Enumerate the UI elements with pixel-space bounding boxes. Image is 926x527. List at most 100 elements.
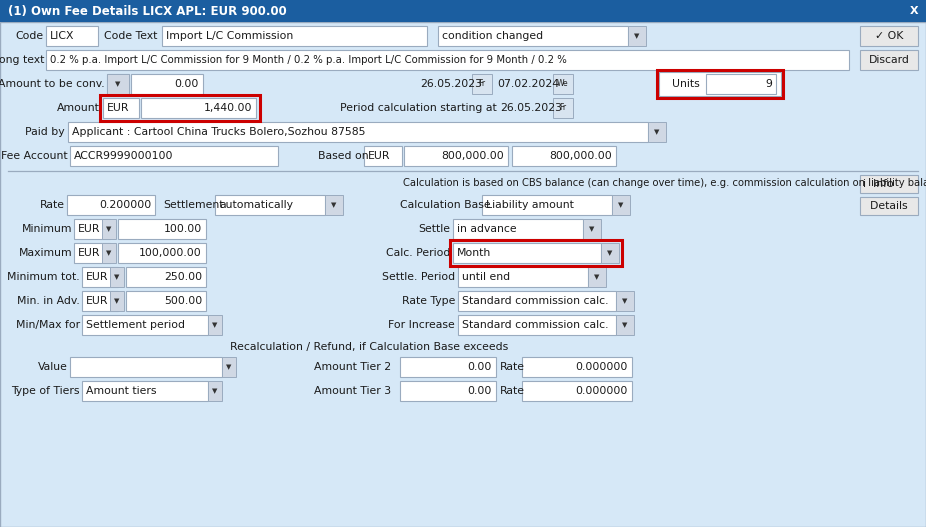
Bar [458,267,588,287]
Bar [126,291,206,311]
Bar [67,195,155,215]
Text: 26.05.2023: 26.05.2023 [420,79,482,89]
Bar [628,26,646,46]
Text: 100,000.00: 100,000.00 [139,248,202,258]
Text: EUR: EUR [78,224,101,234]
Text: Recalculation / Refund, if Calculation Base exceeds: Recalculation / Refund, if Calculation B… [230,342,508,352]
Bar [472,74,492,94]
Text: 800,000.00: 800,000.00 [442,151,504,161]
Bar [162,26,427,46]
Text: ✓ OK: ✓ OK [875,31,903,41]
Bar [657,70,783,98]
Text: ▼: ▼ [332,202,337,208]
Bar [102,243,116,263]
Bar [141,98,256,118]
Bar [553,74,573,94]
Text: i  Info: i Info [863,179,894,189]
Text: 1,440.00: 1,440.00 [204,103,252,113]
Bar [118,219,206,239]
Text: Standard commission calc.: Standard commission calc. [462,320,608,330]
Text: X: X [909,6,919,16]
Text: (1) Own Fee Details LICX APL: EUR 900.00: (1) Own Fee Details LICX APL: EUR 900.00 [8,5,287,17]
Bar [450,240,622,266]
Text: ▼: ▼ [589,226,594,232]
Bar [522,381,632,401]
Bar [46,50,849,70]
Text: ▼: ▼ [655,129,659,135]
Bar [100,95,260,121]
Text: ▼: ▼ [594,274,600,280]
Text: 0.000000: 0.000000 [576,362,628,372]
Text: Liability amount: Liability amount [486,200,574,210]
Bar [46,26,98,46]
Text: Settlement period: Settlement period [86,320,185,330]
Bar [110,267,124,287]
Text: 0.00: 0.00 [175,79,199,89]
Text: Discard: Discard [869,55,909,65]
Text: Standard commission calc.: Standard commission calc. [462,296,608,306]
Text: Amount Tier 3: Amount Tier 3 [314,386,391,396]
Text: ▼: ▼ [607,250,613,256]
Bar [400,357,496,377]
Bar [364,146,402,166]
Bar [107,74,129,94]
Text: Fr: Fr [559,103,567,112]
Bar [438,26,628,46]
Bar [74,243,110,263]
Bar [222,357,236,377]
Bar [860,26,918,46]
Text: automatically: automatically [219,200,293,210]
Bar [68,122,648,142]
Text: Calc. Period: Calc. Period [385,248,450,258]
Text: Amount: Amount [57,103,100,113]
Text: Settle: Settle [418,224,450,234]
Text: ▼: ▼ [212,322,218,328]
Text: Based on: Based on [318,151,369,161]
Bar [126,267,206,287]
Text: ▼: ▼ [114,274,119,280]
Text: Amount tiers: Amount tiers [86,386,156,396]
Text: Rate: Rate [500,386,525,396]
Text: Long text: Long text [0,55,44,65]
Bar [458,315,616,335]
Text: Calculation Base: Calculation Base [400,200,491,210]
Bar [601,243,619,263]
Text: Applicant : Cartool China Trucks Bolero,Sozhou 87585: Applicant : Cartool China Trucks Bolero,… [72,127,366,137]
Text: Value: Value [38,362,68,372]
Bar [82,315,208,335]
Bar [522,357,632,377]
Text: 0.00: 0.00 [468,362,492,372]
Bar [70,357,222,377]
Text: EUR: EUR [368,151,391,161]
Text: until end: until end [462,272,510,282]
Bar [70,146,278,166]
Bar [860,197,918,215]
Bar [325,195,343,215]
Bar [458,291,616,311]
Bar [612,195,630,215]
Text: Code Text: Code Text [104,31,157,41]
Text: Period calculation starting at: Period calculation starting at [340,103,496,113]
Text: Month: Month [457,248,492,258]
Text: condition changed: condition changed [442,31,544,41]
Bar [82,267,118,287]
Text: ▼: ▼ [106,250,112,256]
Text: ▼: ▼ [116,81,120,87]
Bar [616,291,634,311]
Text: 500.00: 500.00 [164,296,202,306]
Bar [453,219,583,239]
Bar [107,74,129,94]
Bar [131,74,203,94]
Text: 250.00: 250.00 [164,272,202,282]
Bar [110,291,124,311]
Text: Details: Details [863,201,907,211]
Bar [404,146,508,166]
Bar [588,267,606,287]
Text: Rate: Rate [40,200,65,210]
Bar [453,243,601,263]
Text: Maximum: Maximum [19,248,72,258]
Bar [512,146,616,166]
Text: 0.00: 0.00 [468,386,492,396]
Bar [103,98,139,118]
Bar [860,50,918,70]
